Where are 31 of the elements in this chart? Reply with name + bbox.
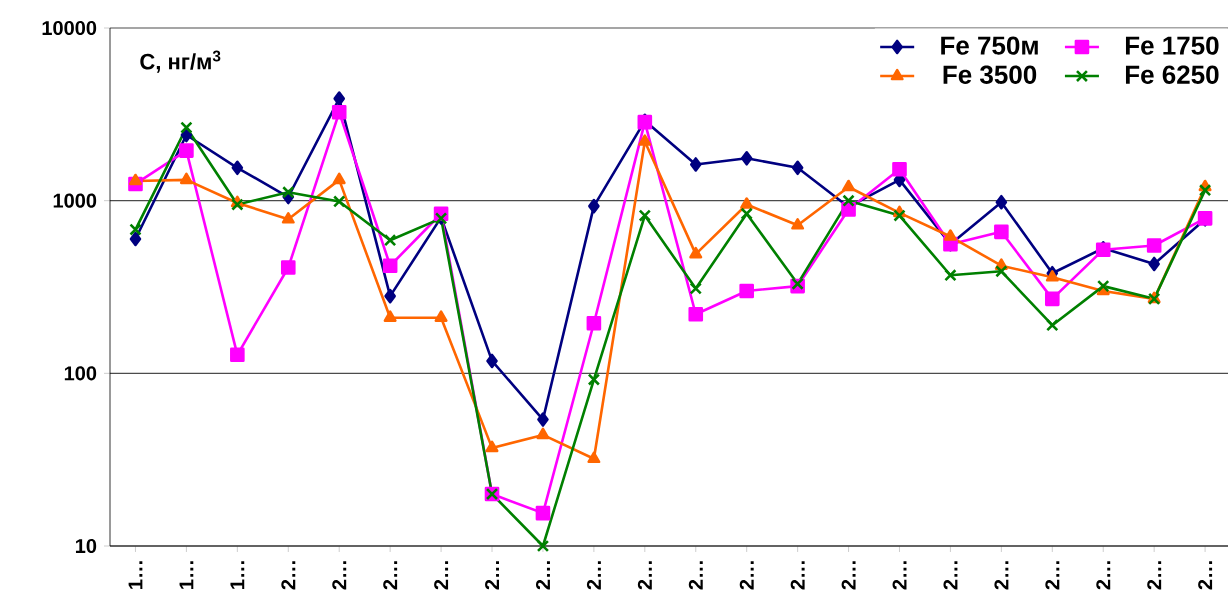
x-tick-label: 2… xyxy=(1198,561,1213,590)
x-tick-label: 2… xyxy=(943,561,958,590)
x-tick-label: 2… xyxy=(637,561,652,590)
y-tick-label: 1000 xyxy=(53,193,97,208)
x-tick-label: 2… xyxy=(1096,561,1111,590)
x-tick-label: 1… xyxy=(230,561,245,589)
x-tick-label: 2… xyxy=(1045,561,1060,590)
x-tick-label: 1… xyxy=(128,561,143,589)
x-tick-label: 2… xyxy=(994,561,1009,590)
x-tick-label: 2… xyxy=(688,561,703,590)
x-tick-label: 2… xyxy=(790,561,805,590)
text: С, нг/м$^{3}$ xyxy=(140,50,221,73)
x-tick-label: 2… xyxy=(841,561,856,590)
legend-label: Fe 750м xyxy=(941,36,1038,55)
x-tick-label: 2… xyxy=(739,561,754,590)
x-tick-label: 2… xyxy=(485,561,499,590)
x-tick-label: 2… xyxy=(281,561,296,590)
x-tick-label: 2… xyxy=(332,561,347,590)
y-tick-label: 100 xyxy=(64,366,97,381)
legend-label: Fe 6250 xyxy=(1125,65,1219,84)
x-tick-label: 2… xyxy=(892,561,907,590)
x-tick-label: 2… xyxy=(1147,561,1162,590)
x-tick-label: 1… xyxy=(179,561,194,589)
x-tick-label: 2… xyxy=(586,561,601,590)
legend-label: Fe 3500 xyxy=(943,65,1037,84)
x-tick-label: 2… xyxy=(434,561,449,590)
legend-label: Fe 1750 xyxy=(1125,36,1219,55)
y-tick-label: 10000 xyxy=(42,20,97,36)
y-tick-label: 10 xyxy=(75,538,97,554)
x-tick-label: 2… xyxy=(535,561,550,590)
x-tick-label: 2… xyxy=(383,561,398,590)
